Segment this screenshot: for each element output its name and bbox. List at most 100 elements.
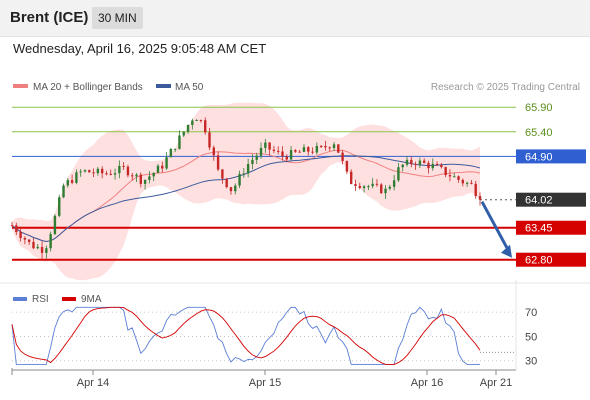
level-label-64-02: 64.02 <box>525 195 553 207</box>
candle-body <box>53 215 57 235</box>
rsi-legend-label: RSI <box>32 294 49 305</box>
candle <box>126 164 130 178</box>
candle <box>349 169 353 185</box>
candle <box>83 169 87 173</box>
ma50-legend-label: MA 50 <box>175 82 204 93</box>
candle-body <box>453 176 456 178</box>
candle-body <box>100 168 104 174</box>
candle-body <box>58 197 61 216</box>
datetime-label: Wednesday, April 16, 2025 9:05:48 AM CET <box>13 41 267 56</box>
x-tick-label: Apr 16 <box>411 377 443 389</box>
candle-body <box>169 148 173 158</box>
level-box-63-45 <box>516 220 586 235</box>
candle <box>371 178 374 189</box>
timeframe-badge[interactable]: 30 MIN <box>92 7 143 29</box>
candle-body <box>40 246 44 253</box>
candle <box>246 158 250 178</box>
ma20-legend-swatch <box>13 84 28 88</box>
candle-body <box>122 165 125 167</box>
candle <box>328 146 331 151</box>
candle <box>405 156 409 167</box>
candle-body <box>375 183 379 185</box>
candle <box>238 170 241 189</box>
candle-body <box>255 155 258 160</box>
level-label-63-45: 63.45 <box>525 223 553 235</box>
bollinger-bands <box>12 102 480 281</box>
rsi-tick-30: 30 <box>525 356 537 368</box>
candle <box>58 194 61 218</box>
candle <box>118 160 121 179</box>
candle-body <box>362 186 366 189</box>
level-label-64-90: 64.90 <box>525 151 553 163</box>
projection-arrow-head <box>501 244 512 258</box>
candle <box>392 174 396 191</box>
candle-body <box>422 160 426 163</box>
candle-body <box>238 173 241 186</box>
candle <box>216 151 220 172</box>
candle-body <box>285 156 288 160</box>
candle-body <box>345 161 349 172</box>
candle-body <box>225 178 228 188</box>
candle <box>367 184 370 191</box>
candle-body <box>349 171 353 185</box>
candle-body <box>19 232 22 239</box>
candle-body <box>221 169 224 179</box>
candle-body <box>444 167 447 176</box>
x-tick-label: Apr 15 <box>249 377 281 389</box>
candle-body <box>36 246 39 249</box>
candle-body <box>246 163 250 174</box>
candle <box>169 147 173 158</box>
candle <box>212 145 215 161</box>
candle <box>19 226 22 242</box>
candle <box>435 161 439 166</box>
candle <box>186 124 190 134</box>
candle-body <box>96 168 100 174</box>
ma20-legend-label: MA 20 + Bollinger Bands <box>33 82 143 93</box>
candle <box>23 236 27 245</box>
candle-body <box>410 159 413 164</box>
candle-body <box>208 132 211 148</box>
candle-body <box>49 234 52 249</box>
candle-body <box>358 186 361 189</box>
candle <box>105 170 108 176</box>
candle-body <box>139 174 143 184</box>
level-box-62-80 <box>516 252 586 267</box>
candle <box>10 221 14 227</box>
candle <box>255 152 258 164</box>
rsi-ma-legend-swatch <box>62 297 76 301</box>
candle-body <box>27 239 31 242</box>
candle <box>88 169 91 173</box>
candle-body <box>380 184 383 194</box>
candle <box>362 184 366 193</box>
rsi-line <box>11 306 480 365</box>
candle-body <box>191 120 194 125</box>
rsi-ma-legend-label: 9MA <box>81 294 102 305</box>
candle <box>173 148 177 153</box>
candle-body <box>234 185 237 192</box>
ma50-line <box>11 155 481 243</box>
candle-body <box>470 182 473 184</box>
candle-body <box>182 131 185 136</box>
candle <box>448 169 452 182</box>
candle <box>199 119 203 123</box>
candle-body <box>143 179 147 184</box>
candle-body <box>216 155 220 170</box>
candle <box>431 158 434 171</box>
candle-body <box>178 135 181 149</box>
candle-body <box>324 145 327 148</box>
candle-body <box>277 150 280 152</box>
candle <box>414 161 417 170</box>
rsi-tick-50: 50 <box>525 331 537 343</box>
candle-body <box>161 165 164 169</box>
candle <box>319 144 323 148</box>
candle-body <box>242 173 246 175</box>
candle <box>444 166 447 178</box>
candle <box>225 178 228 189</box>
candle <box>122 162 125 170</box>
candle-body <box>126 166 130 176</box>
candle-body <box>431 163 434 169</box>
candle <box>113 168 117 180</box>
candle <box>478 192 482 206</box>
candle <box>156 164 160 174</box>
